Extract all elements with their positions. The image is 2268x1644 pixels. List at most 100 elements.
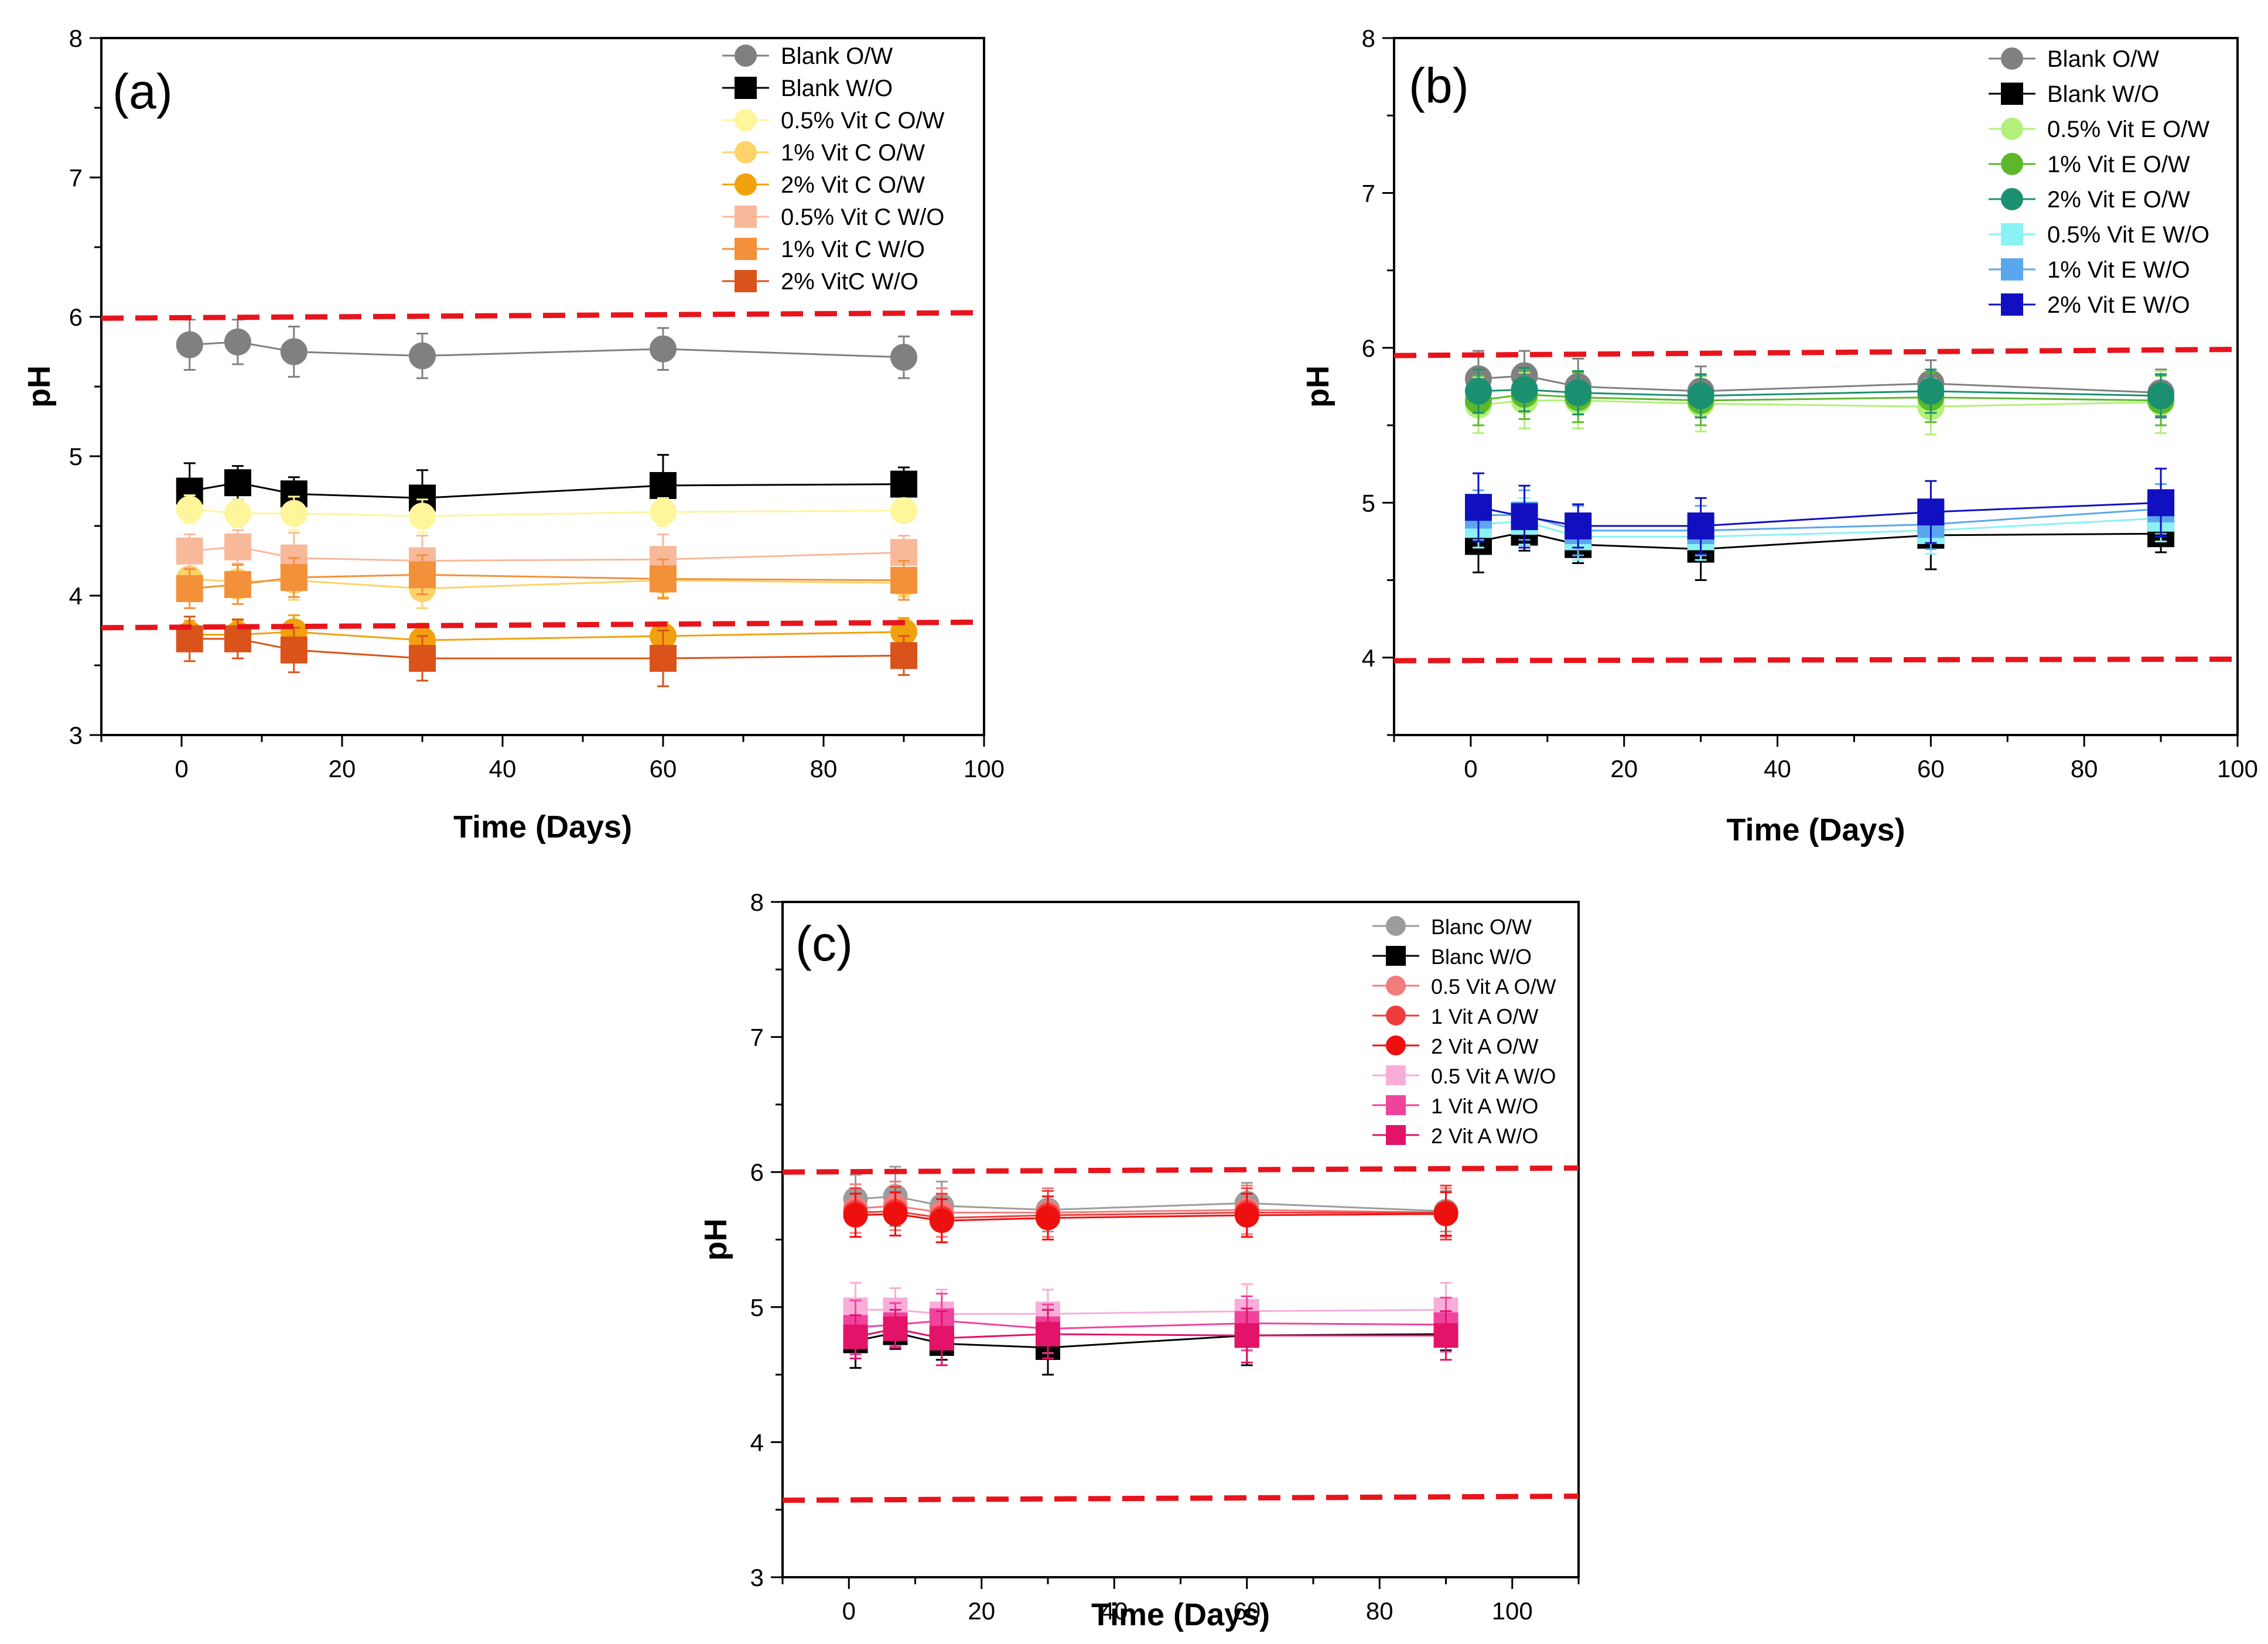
legend-label: 2 Vit A O/W [1431,1034,1538,1058]
legend-marker [735,77,757,99]
legend-label: 2% Vit E W/O [2047,292,2190,318]
legend-marker [1386,946,1406,966]
legend-label: 0.5% Vit C O/W [781,108,945,134]
legend-label: Blank O/W [781,43,893,69]
series-2-vit-a-w-o [843,1307,1459,1366]
legend-marker [2001,47,2023,70]
y-axis-title: pH [22,365,57,408]
legend-marker [1386,916,1406,936]
x-tick-label: 40 [1764,755,1791,782]
legend-label: 1% Vit E W/O [2047,257,2190,283]
data-point [176,537,203,565]
legend-item: 1% Vit C O/W [722,140,925,166]
data-point [224,533,251,560]
legend-label: 0.5 Vit A W/O [1431,1064,1556,1088]
data-point [843,1324,868,1349]
legend-marker [1386,1125,1406,1145]
data-point [650,471,677,499]
y-tick-label: 7 [750,1024,764,1051]
x-tick-label: 20 [329,755,356,782]
data-point [1234,1202,1259,1228]
legend-item: Blank O/W [722,43,893,69]
chart-panel-b: 0 20 40 60 80 100 4 5 6 7 8 Time (Days) pH (b) Blank O… [1300,25,2258,847]
data-point [650,645,677,672]
legend-item: 1 Vit A O/W [1372,1004,1538,1028]
panel-label: (a) [112,64,173,119]
data-point [409,503,436,530]
series-2-vit-e-o-w [1465,367,2175,419]
y-tick-label: 6 [1362,334,1375,362]
y-tick-label: 7 [1362,179,1375,207]
plot-frame [1393,37,2239,736]
x-tick-label: 40 [489,755,517,782]
data-point [1687,512,1714,539]
legend-item: 1 Vit A W/O [1372,1094,1538,1118]
legend-label: 2% Vit C O/W [781,172,925,198]
series-group [843,1166,1459,1376]
upper-limit-line [1393,347,2238,358]
legend-label: 0.5% Vit C W/O [781,204,944,230]
y-axis-title: pH [698,1219,733,1261]
y-tick-label: 4 [750,1428,764,1456]
data-point [650,565,677,593]
legend-label: Blank O/W [2047,46,2159,72]
data-point [176,495,203,523]
legend-marker [1386,1095,1406,1115]
data-point [1036,1205,1060,1231]
legend-marker [1386,1065,1406,1085]
legend-marker [735,270,757,292]
legend-label: 1% Vit E O/W [2047,152,2190,177]
legend-item: 1% Vit E W/O [1989,257,2190,283]
legend-marker [735,173,757,196]
data-point [224,469,251,497]
legend-marker [735,206,757,228]
legend-label: 1 Vit A W/O [1431,1094,1538,1118]
legend-item: 2% Vit E O/W [1989,187,2190,213]
legend-item: 0.5% Vit C W/O [722,204,944,230]
legend-item: 1% Vit E O/W [1989,152,2190,177]
x-tick-label: 60 [1917,755,1945,782]
legend-item: Blank W/O [722,76,893,101]
legend-label: Blanc O/W [1431,915,1532,939]
data-point [224,570,251,598]
series-2-vit-a-o-w [843,1191,1459,1243]
y-tick-label: 8 [750,888,764,916]
data-point [2147,489,2175,517]
y-tick-label: 7 [69,164,83,192]
legend-item: 2 Vit A W/O [1372,1124,1538,1148]
y-tick-label: 6 [69,303,83,331]
data-point [1465,377,1492,405]
series-0-5-vit-c-o-w [176,494,917,534]
series-group [176,319,917,688]
legend-label: 0.5% Vit E O/W [2047,117,2209,142]
data-point [2147,382,2175,409]
legend-label: 2% VitC W/O [781,269,918,295]
legend-item: 0.5% Vit E W/O [1989,222,2209,248]
data-point [1465,494,1492,521]
legend-marker [735,238,757,260]
legend-label: 1% Vit C O/W [781,140,925,166]
x-tick-label: 0 [1464,755,1477,782]
legend-marker [2001,188,2023,210]
legend: Blank O/W Blank W/O 0.5% Vit E O/W 1% Vit E… [1989,46,2209,318]
y-tick-label: 6 [750,1158,764,1186]
legend-marker [2001,258,2023,281]
data-point [1433,1323,1459,1348]
lower-limit-line [782,1493,1579,1503]
upper-limit-line [101,310,985,321]
legend-label: 2 Vit A W/O [1431,1124,1538,1148]
legend-item: 2 Vit A O/W [1372,1034,1538,1058]
data-point [280,500,308,527]
legend-item: Blank O/W [1989,46,2159,72]
plot-frame [781,901,1580,1578]
y-axis: 3 4 5 6 7 8 [750,888,783,1591]
x-tick-label: 100 [1492,1597,1533,1625]
data-point [176,331,203,358]
legend-marker [735,109,757,131]
data-point [929,1325,954,1351]
data-point [929,1208,954,1233]
data-point [1234,1323,1259,1348]
x-tick-label: 100 [964,755,1005,782]
legend-label: 1% Vit C W/O [781,237,925,262]
